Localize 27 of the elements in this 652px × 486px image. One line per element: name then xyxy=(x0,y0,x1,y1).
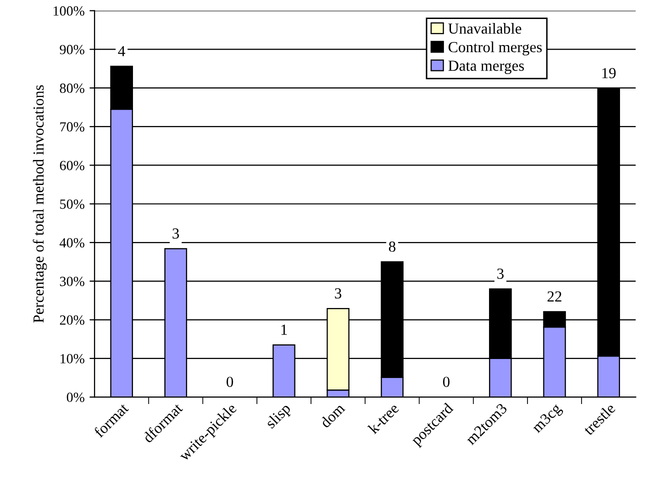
y-tick-label: 50% xyxy=(60,199,84,209)
y-tick-label: 80% xyxy=(60,84,84,93)
annotation: 0 xyxy=(226,376,234,388)
y-tick-label: 20% xyxy=(60,315,84,325)
annotation: 19 xyxy=(602,68,616,78)
y-tick-label: 40% xyxy=(60,238,84,248)
legend-label: Control merges xyxy=(448,42,542,56)
annotation: 0 xyxy=(443,376,450,388)
legend-label: Data merges xyxy=(448,60,524,74)
y-tick-label: 70% xyxy=(60,122,84,132)
x-tick-label: dom xyxy=(319,402,346,428)
annotation: 3 xyxy=(172,228,179,239)
y-tick-label: 90% xyxy=(60,44,84,54)
y-tick-label: 100% xyxy=(54,6,84,16)
y-tick-label: 0% xyxy=(66,392,84,402)
annotation: 3 xyxy=(497,268,504,279)
annotation: 1 xyxy=(281,324,287,335)
annotation: 3 xyxy=(334,288,342,299)
y-tick-label: 60% xyxy=(60,160,84,170)
y-axis-title: Percentage of total method invocations xyxy=(32,85,47,323)
x-tick-label: slisp xyxy=(264,402,294,432)
y-tick-label: 30% xyxy=(60,276,84,286)
annotation: 8 xyxy=(388,241,396,252)
annotation: 4 xyxy=(118,46,126,56)
y-tick-label: 10% xyxy=(60,354,84,364)
legend-label: Unavailable xyxy=(448,23,522,34)
annotation: 22 xyxy=(548,291,562,302)
